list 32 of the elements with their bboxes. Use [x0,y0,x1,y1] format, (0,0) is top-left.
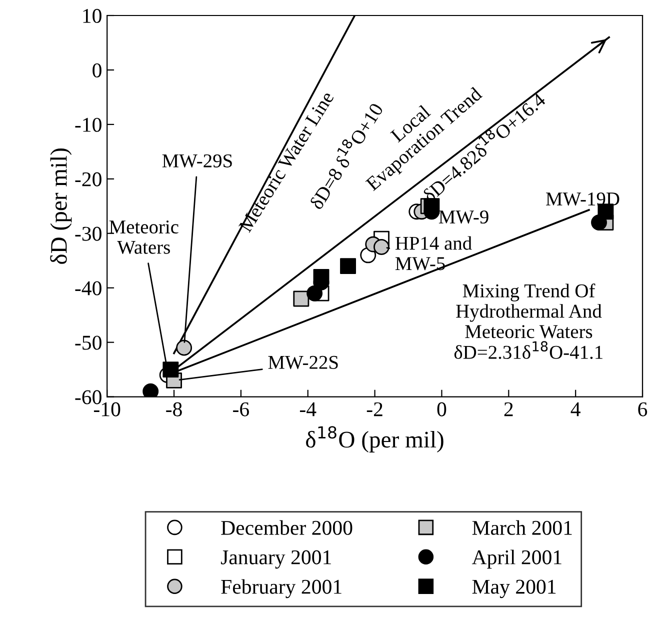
x-tick-label: -8 [166,402,182,416]
legend-label: March 2001 [472,520,572,535]
annotation: MW-22S [268,356,338,370]
x-tick-label: 2 [504,402,513,416]
legend-label: January 2001 [220,550,331,569]
annotation: MW-29S [162,154,232,168]
x-tick-label: 6 [638,402,648,416]
legend-label: December 2000 [221,520,352,535]
x-tick-label: -10 [94,402,120,416]
x-tick-label: -2 [366,402,382,416]
annotation: MW-9 [438,210,488,224]
y-tick-label: -50 [75,336,102,350]
y-tick-label: -60 [75,390,102,404]
annotation: Mixing Trend Of Hydrothermal And Meteoric Waters δD=2.31δ$^{18}$O-41.1 [454,284,602,359]
y-tick-label: -20 [75,172,102,186]
x-tick-label: -4 [300,402,316,416]
annotation: HP14 and MW-5 [395,236,472,270]
y-tick-label: -10 [75,118,102,132]
legend-label: February 2001 [221,579,342,598]
x-axis-title: δ$^{18}$O (per mil) [306,426,444,452]
annotation: MW-19D [546,192,620,206]
y-tick-label: -30 [75,226,102,241]
x-tick-label: 4 [570,402,580,416]
y-axis-title: δD (per mil) [50,148,72,264]
y-tick-label: 10 [83,8,102,23]
y-tick-label: 0 [92,63,102,78]
legend-label: May 2001 [472,580,556,598]
x-tick-label: -6 [233,402,249,416]
annotation: Meteoric Waters [109,220,178,254]
y-tick-label: -40 [75,281,102,296]
x-tick-label: 0 [437,402,446,416]
legend-label: April 2001 [472,550,562,569]
